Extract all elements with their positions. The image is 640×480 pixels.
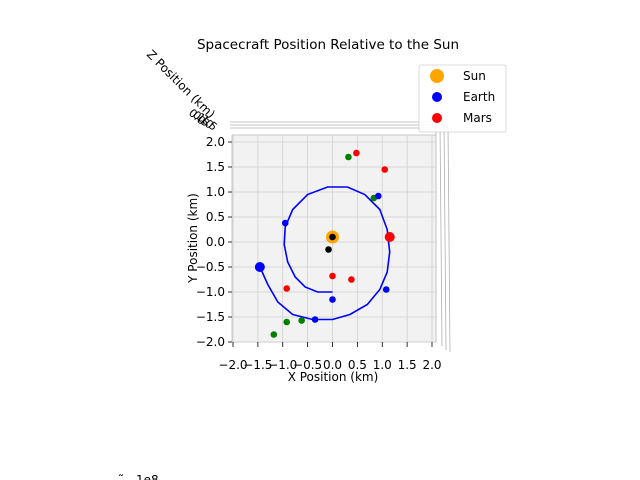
trajectory-point — [298, 317, 305, 324]
y-tick-label: 0.5 — [206, 210, 225, 224]
y-tick-label: −1.5 — [196, 310, 225, 324]
trajectory-point — [348, 276, 355, 283]
spacecraft-point — [329, 233, 336, 241]
y-tick-label: 0.0 — [206, 235, 225, 249]
spacecraft-point — [325, 246, 332, 253]
trajectory-point — [311, 316, 319, 323]
trajectory-points — [270, 149, 390, 338]
y-tick-label: −1.0 — [196, 285, 225, 299]
trajectory-point — [270, 331, 278, 338]
y-axis-ticks: −2.0 −1.5 −1.0 −0.5 0.0 0.5 1.0 1.5 2.0 — [196, 135, 232, 349]
trajectory-point — [281, 219, 289, 227]
earth-point — [254, 262, 265, 272]
x-tick-label: −1.0 — [268, 358, 297, 372]
x-tick-label: −0.5 — [293, 358, 322, 372]
legend-marker-mars — [432, 113, 442, 123]
x-axis-label: X Position (km) — [288, 370, 379, 384]
trajectory-point — [283, 318, 291, 326]
trajectory-point — [329, 296, 336, 303]
legend-label-earth: Earth — [463, 90, 495, 104]
y-tick-label: 1.0 — [206, 185, 225, 199]
x-axis-ticks: −2.0−1.5−1.0−0.5 0.0 0.5 1.0 1.5 2.0 — [218, 342, 442, 372]
x-tick-label: 0.0 — [323, 358, 342, 372]
trajectory-point — [345, 153, 352, 161]
offset-marker: ˜ — [118, 473, 124, 480]
trajectory-point — [353, 149, 360, 157]
x-tick-label: −1.5 — [243, 358, 272, 372]
y-tick-label: 2.0 — [206, 135, 225, 149]
trajectory-point — [283, 285, 291, 292]
y-tick-label: −0.5 — [196, 260, 225, 274]
mars-point — [384, 232, 395, 242]
legend-marker-sun — [430, 69, 444, 83]
y-tick-label: 1.5 — [206, 160, 225, 174]
legend-label-mars: Mars — [463, 111, 492, 125]
y-axis-label: Y Position (km) — [186, 193, 200, 284]
trajectory-point — [382, 286, 390, 293]
trajectory-point — [329, 272, 336, 280]
x-tick-label: 2.0 — [422, 358, 441, 372]
legend-label-sun: Sun — [463, 69, 486, 83]
x-tick-label: −2.0 — [218, 358, 247, 372]
legend: Sun Earth Mars — [418, 64, 507, 133]
x-tick-label: 1.0 — [373, 358, 392, 372]
z-axis-label: Z Position (km) — [144, 47, 218, 121]
x-tick-label: 0.5 — [348, 358, 367, 372]
celestial-bodies — [254, 230, 395, 272]
x-tick-label: 1.5 — [398, 358, 417, 372]
chart-title: Spacecraft Position Relative to the Sun — [197, 37, 459, 53]
trajectory-point — [381, 166, 389, 173]
y-tick-label: −2.0 — [196, 335, 225, 349]
offset-text: 1e8 — [136, 473, 159, 480]
legend-marker-earth — [432, 92, 442, 102]
trajectory-point — [374, 192, 382, 200]
